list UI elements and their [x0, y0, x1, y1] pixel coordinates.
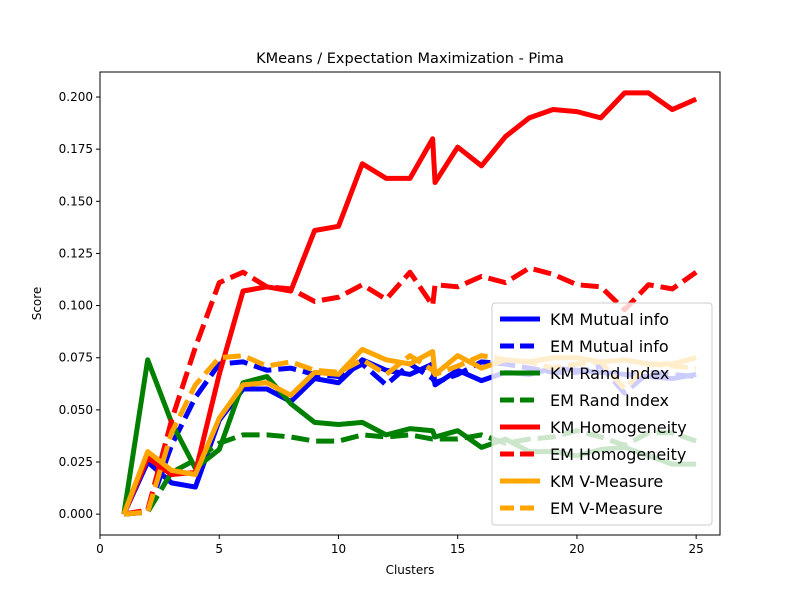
- y-tick-label: 0.200: [59, 90, 93, 104]
- legend-label: EM Homogeneity: [550, 445, 686, 464]
- series-line-km-homogeneity: [121, 90, 698, 516]
- legend-label: KM V-Measure: [550, 472, 663, 491]
- y-tick-label: 0.025: [59, 455, 93, 469]
- x-axis: 0 5 10 15 20 25: [96, 535, 704, 556]
- y-tick-label: 0.175: [59, 142, 93, 156]
- legend-label: EM Mutual info: [550, 337, 669, 356]
- x-tick-label: 25: [689, 542, 704, 556]
- x-tick-label: 10: [331, 542, 346, 556]
- axes-frame: [99, 71, 721, 536]
- y-tick-label: 0.000: [59, 507, 93, 521]
- legend: KM Mutual info EM Mutual info KM Rand Inde…: [491, 302, 713, 526]
- legend-label: EM Rand Index: [550, 391, 669, 410]
- x-axis-label: Clusters: [386, 563, 435, 577]
- x-tick-label: 0: [96, 542, 104, 556]
- y-tick-label: 0.150: [59, 194, 93, 208]
- legend-label: KM Rand Index: [550, 364, 669, 383]
- y-axis: 0.000 0.025 0.050 0.075 0.100 0.125 0.150 0.175…: [59, 90, 100, 521]
- y-tick-label: 0.050: [59, 403, 93, 417]
- y-tick-label: 0.075: [59, 351, 93, 365]
- y-tick-label: 0.125: [59, 246, 93, 260]
- y-tick-label: 0.100: [59, 299, 93, 313]
- legend-box: [491, 302, 713, 526]
- x-tick-label: 15: [450, 542, 465, 556]
- x-tick-label: 20: [569, 542, 584, 556]
- chart-title: KMeans / Expectation Maximization - Pima: [256, 51, 564, 67]
- y-axis-label: Score: [30, 287, 44, 321]
- legend-label: KM Homogeneity: [550, 418, 687, 437]
- legend-label: KM Mutual info: [550, 310, 669, 329]
- x-tick-label: 5: [215, 542, 223, 556]
- legend-label: EM V-Measure: [550, 499, 663, 518]
- series-line-em-homogeneity: [123, 265, 698, 517]
